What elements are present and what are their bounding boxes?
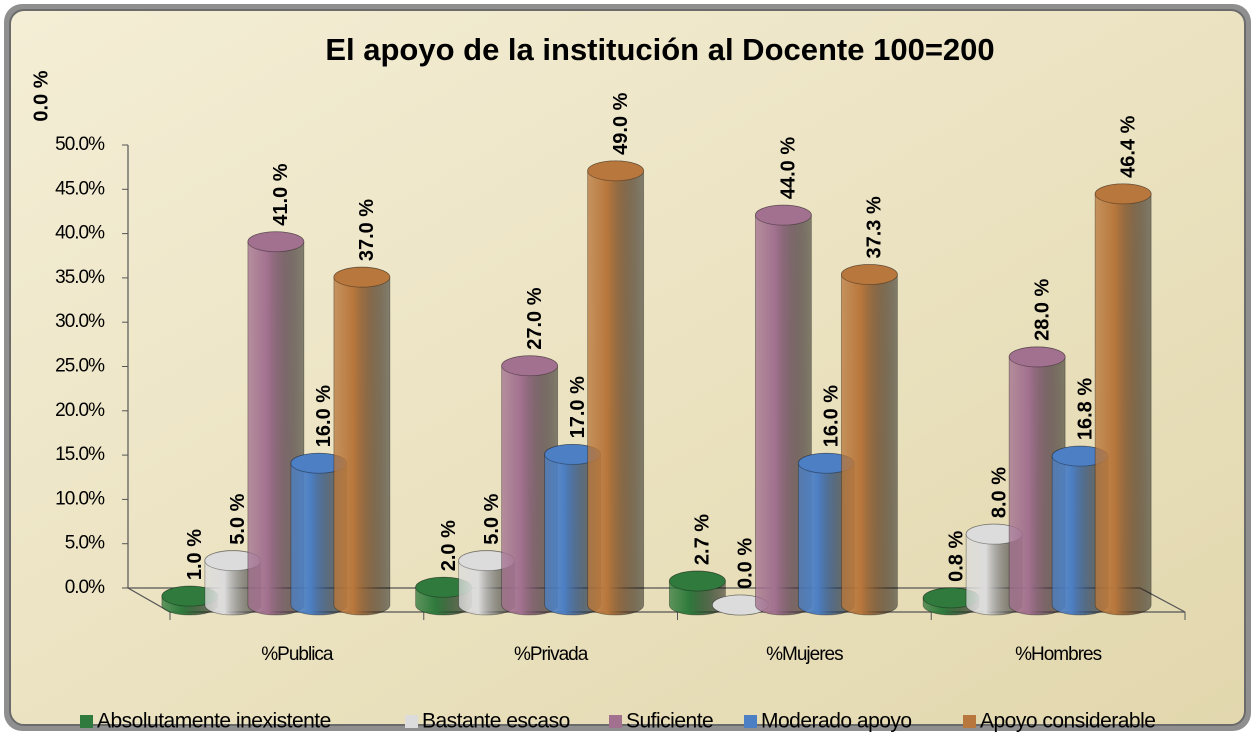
value-label: 5.0 % (227, 493, 249, 544)
legend-swatch (405, 715, 418, 728)
legend-label: Absolutamente inexistente (97, 710, 331, 733)
cylinder (333, 266, 391, 616)
value-label: 0.8 % (945, 531, 967, 582)
y-tick-label: 5.0% (65, 533, 105, 554)
legend-label: Suficiente (626, 710, 713, 733)
value-label: 37.3 % (864, 196, 886, 258)
legend-swatch (963, 715, 976, 728)
cylinder-top (668, 570, 726, 592)
legend-label: Apoyo considerable (980, 710, 1155, 733)
value-label: 41.0 % (270, 163, 292, 225)
cylinder-top (1008, 346, 1066, 368)
value-label: 16.0 % (821, 385, 843, 447)
value-label: 28.0 % (1031, 278, 1053, 340)
value-label: 5.0 % (481, 493, 503, 544)
annotation: 0.0 % (30, 70, 52, 121)
y-tick-label: 35.0% (55, 267, 105, 288)
cylinder-top (587, 160, 645, 182)
x-tick-label: %Privada (514, 644, 589, 665)
y-tick-label: 30.0% (55, 311, 105, 332)
legend-swatch (609, 715, 622, 728)
x-tick-label: %Hombres (1015, 644, 1101, 665)
y-tick-label: 15.0% (55, 444, 105, 465)
x-tick-label: %Publica (261, 644, 334, 665)
cylinder (840, 264, 898, 616)
cylinder-top (1094, 183, 1152, 205)
value-label: 2.0 % (438, 520, 460, 571)
x-tick-label: %Mujeres (766, 644, 843, 665)
y-tick-label: 25.0% (55, 356, 105, 377)
value-label: 46.4 % (1117, 115, 1139, 177)
cylinder-top (501, 355, 559, 377)
y-tick-label: 50.0% (55, 134, 105, 155)
value-label: 27.0 % (524, 287, 546, 349)
chart-title: El apoyo de la institución al Docente 10… (325, 32, 994, 67)
value-label: 37.0 % (356, 199, 378, 261)
legend-label: Moderado apoyo (761, 710, 912, 733)
value-label: 16.8 % (1074, 378, 1096, 440)
cylinder (1094, 183, 1152, 616)
y-tick-label: 10.0% (55, 488, 105, 509)
value-label: 16.0 % (313, 385, 335, 447)
y-tick-label: 20.0% (55, 400, 105, 421)
value-label: 1.0 % (184, 529, 206, 580)
y-tick-label: 0.0% (65, 577, 105, 598)
y-tick-label: 40.0% (55, 223, 105, 244)
cylinder-top (247, 231, 305, 253)
legend-label: Bastante escaso (422, 710, 570, 733)
legend-swatch (744, 715, 757, 728)
value-label: 0.0 % (735, 538, 757, 589)
cylinder-top (840, 264, 898, 285)
legend-swatch (80, 715, 93, 728)
cylinder-top (333, 266, 391, 288)
value-label: 2.7 % (692, 514, 714, 565)
cylinder-top (754, 204, 812, 226)
cylinder (587, 160, 645, 616)
value-label: 49.0 % (610, 92, 632, 154)
y-tick-label: 45.0% (55, 178, 105, 199)
value-label: 8.0 % (988, 467, 1010, 518)
value-label: 44.0 % (778, 137, 800, 199)
value-label: 17.0 % (567, 376, 589, 438)
